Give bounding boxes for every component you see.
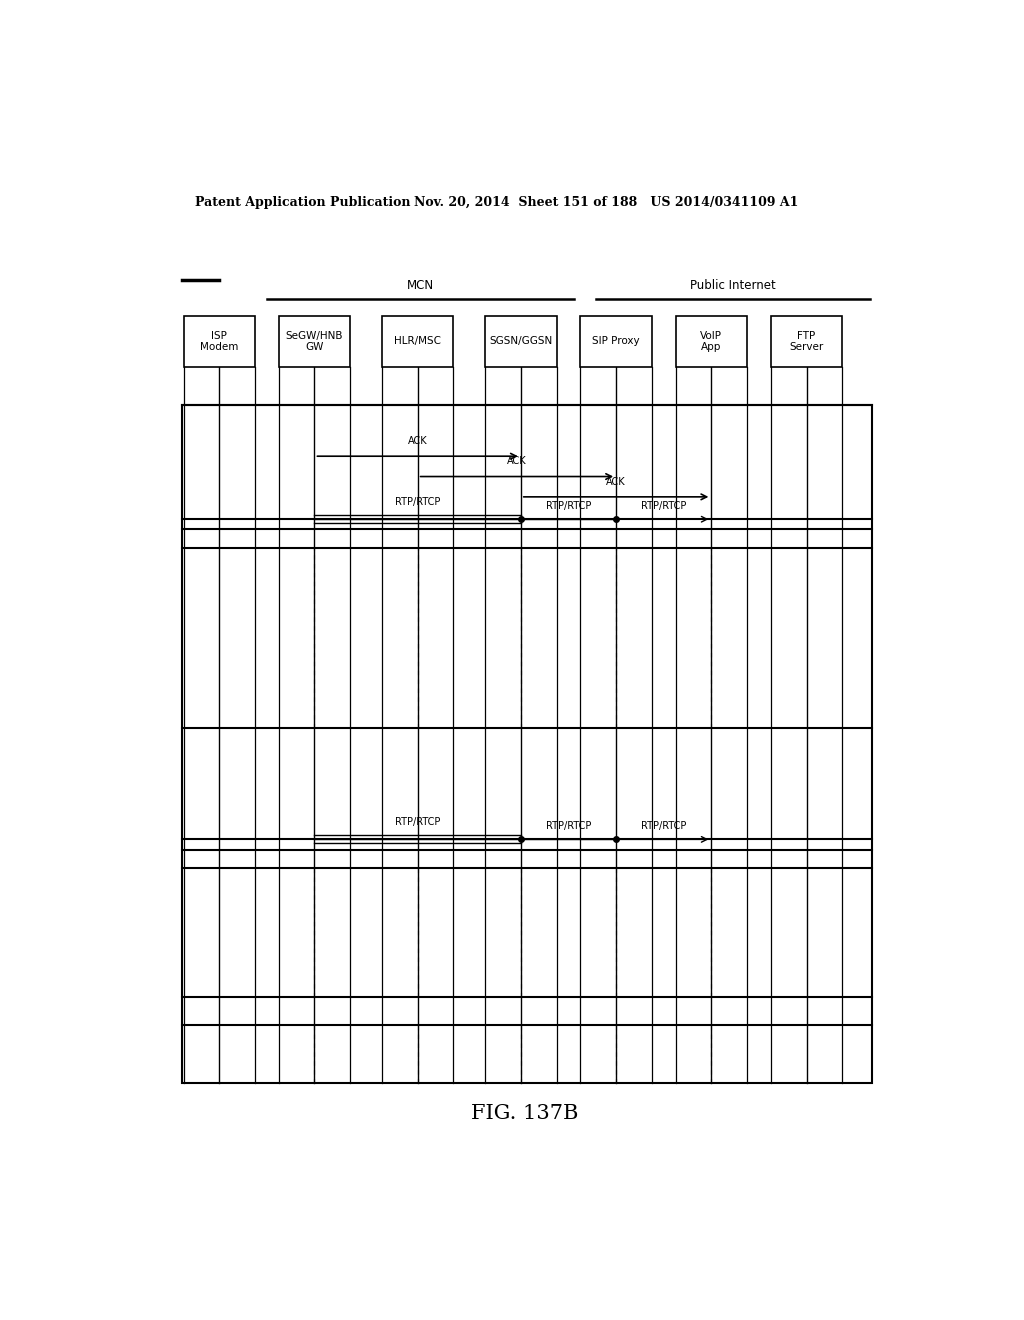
Text: ACK: ACK [507, 457, 526, 466]
Bar [581, 315, 651, 367]
Text: RTP/RTCP: RTP/RTCP [641, 502, 686, 511]
Text: FIG. 137B: FIG. 137B [471, 1105, 579, 1123]
Text: Patent Application Publication: Patent Application Publication [196, 195, 411, 209]
Bar [182, 405, 872, 1084]
Text: RTP/RTCP: RTP/RTCP [546, 502, 591, 511]
Text: SGSN/GGSN: SGSN/GGSN [489, 337, 553, 346]
Text: MCN: MCN [407, 279, 434, 292]
Bar [279, 315, 350, 367]
Text: FTP
Server: FTP Server [790, 330, 823, 352]
Bar [183, 315, 255, 367]
Text: SeGW/HNB
GW: SeGW/HNB GW [286, 330, 343, 352]
Text: ACK: ACK [606, 477, 626, 487]
Text: RTP/RTCP: RTP/RTCP [395, 817, 440, 828]
Bar [676, 315, 746, 367]
Text: Nov. 20, 2014  Sheet 151 of 188   US 2014/0341109 A1: Nov. 20, 2014 Sheet 151 of 188 US 2014/0… [414, 195, 798, 209]
Bar [382, 315, 454, 367]
Text: ISP
Modem: ISP Modem [200, 330, 239, 352]
Text: RTP/RTCP: RTP/RTCP [641, 821, 686, 832]
Text: SIP Proxy: SIP Proxy [592, 337, 640, 346]
Text: RTP/RTCP: RTP/RTCP [395, 498, 440, 507]
Bar [771, 315, 842, 367]
Bar [485, 315, 557, 367]
Text: HLR/MSC: HLR/MSC [394, 337, 441, 346]
Text: RTP/RTCP: RTP/RTCP [546, 821, 591, 832]
Text: ACK: ACK [408, 436, 427, 446]
Text: Public Internet: Public Internet [690, 279, 776, 292]
Text: VoIP
App: VoIP App [700, 330, 722, 352]
